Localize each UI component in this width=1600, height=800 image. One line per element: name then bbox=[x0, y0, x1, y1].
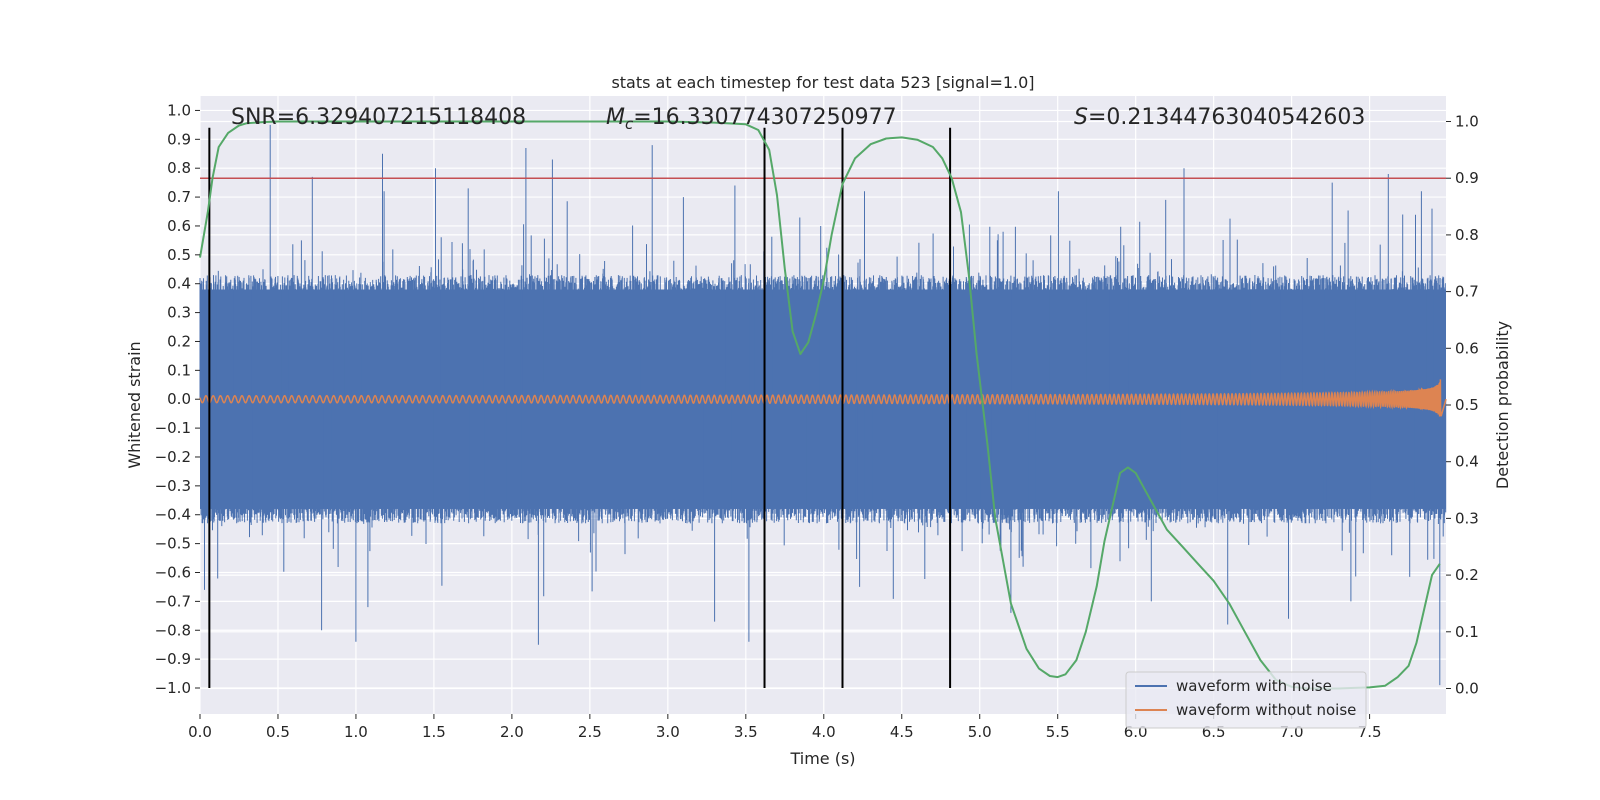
s-annotation: S=0.21344763040542603 bbox=[1074, 105, 1365, 130]
x-tick-label: 4.5 bbox=[890, 723, 914, 741]
y-tick-label: 0.7 bbox=[167, 188, 191, 206]
y2-tick-label: 0.9 bbox=[1455, 169, 1479, 187]
x-axis-label: Time (s) bbox=[789, 749, 855, 768]
y-tick-label: −0.1 bbox=[155, 419, 191, 437]
chirp-mass-annotation: Mc=16.330774307250977 bbox=[606, 105, 897, 133]
y-tick-label: −0.5 bbox=[155, 535, 191, 553]
y2-tick-label: 0.5 bbox=[1455, 396, 1479, 414]
x-tick-label: 3.5 bbox=[734, 723, 758, 741]
s-value: =0.21344763040542603 bbox=[1088, 105, 1365, 130]
legend-box bbox=[1125, 671, 1367, 729]
plot-area bbox=[199, 120, 1447, 690]
y-tick-label: 0.0 bbox=[167, 390, 191, 408]
x-tick-label: 1.0 bbox=[344, 723, 368, 741]
x-tick-label: 2.5 bbox=[578, 723, 602, 741]
y2-tick-label: 0.0 bbox=[1455, 679, 1479, 697]
y-tick-label: −0.8 bbox=[155, 621, 191, 639]
clean-waveform-line bbox=[199, 379, 1447, 417]
x-tick-label: 5.5 bbox=[1046, 723, 1070, 741]
snr-annotation: SNR=6.329407215118408 bbox=[231, 105, 526, 130]
y2-tick-label: 0.7 bbox=[1455, 283, 1479, 301]
y-tick-label: 0.9 bbox=[167, 130, 191, 148]
chirp-mass-value: =16.330774307250977 bbox=[633, 105, 896, 130]
y-tick-label: −0.3 bbox=[155, 477, 191, 495]
x-tick-label: 0.0 bbox=[188, 723, 212, 741]
annotations: stats at each timestep for test data 523… bbox=[125, 73, 1512, 768]
y2-tick-label: 0.8 bbox=[1455, 226, 1479, 244]
y-tick-label: 0.8 bbox=[167, 159, 191, 177]
chart-title: stats at each timestep for test data 523… bbox=[611, 73, 1034, 92]
x-tick-label: 5.0 bbox=[968, 723, 992, 741]
y-tick-label: 1.0 bbox=[167, 101, 191, 119]
y-tick-label: −0.9 bbox=[155, 650, 191, 668]
x-tick-label: 1.5 bbox=[422, 723, 446, 741]
y2-tick-label: 0.2 bbox=[1455, 566, 1479, 584]
noise-waveform-line bbox=[199, 124, 1447, 686]
legend-label-noise: waveform with noise bbox=[1176, 677, 1332, 695]
y-tick-label: −0.2 bbox=[155, 448, 191, 466]
y-tick-label: 0.5 bbox=[167, 246, 191, 264]
chirp-mass-subscript: c bbox=[625, 115, 634, 133]
y2-tick-label: 0.4 bbox=[1455, 453, 1479, 471]
legend-label-clean: waveform without noise bbox=[1176, 701, 1356, 719]
y-tick-label: 0.2 bbox=[167, 332, 191, 350]
y-tick-label: 0.3 bbox=[167, 304, 191, 322]
x-tick-label: 0.5 bbox=[266, 723, 290, 741]
y2-axis-label: Detection probability bbox=[1493, 321, 1512, 489]
y-tick-label: −1.0 bbox=[155, 679, 191, 697]
x-tick-label: 3.0 bbox=[656, 723, 680, 741]
y-axis-label: Whitened strain bbox=[125, 341, 144, 468]
y2-tick-label: 1.0 bbox=[1455, 113, 1479, 131]
y-tick-label: −0.4 bbox=[155, 506, 191, 524]
y-tick-label: 0.6 bbox=[167, 217, 191, 235]
s-symbol: S bbox=[1074, 105, 1088, 130]
legend: waveform with noise waveform without noi… bbox=[1125, 671, 1367, 729]
axes: 0.0 0.5 1.0 1.5 2.0 2.5 3.0 3.5 4.0 4.5 5.0 5.5 6.0 6… bbox=[155, 101, 1479, 741]
y-tick-label: 0.4 bbox=[167, 275, 191, 293]
y2-tick-label: 0.1 bbox=[1455, 623, 1479, 641]
x-tick-label: 2.0 bbox=[500, 723, 524, 741]
x-tick-label: 4.0 bbox=[812, 723, 836, 741]
y-tick-label: 0.1 bbox=[167, 361, 191, 379]
chirp-mass-symbol: M bbox=[606, 105, 625, 130]
y-tick-label: −0.6 bbox=[155, 563, 191, 581]
y-tick-label: −0.7 bbox=[155, 592, 191, 610]
y2-tick-label: 0.6 bbox=[1455, 339, 1479, 357]
y2-tick-label: 0.3 bbox=[1455, 509, 1479, 527]
